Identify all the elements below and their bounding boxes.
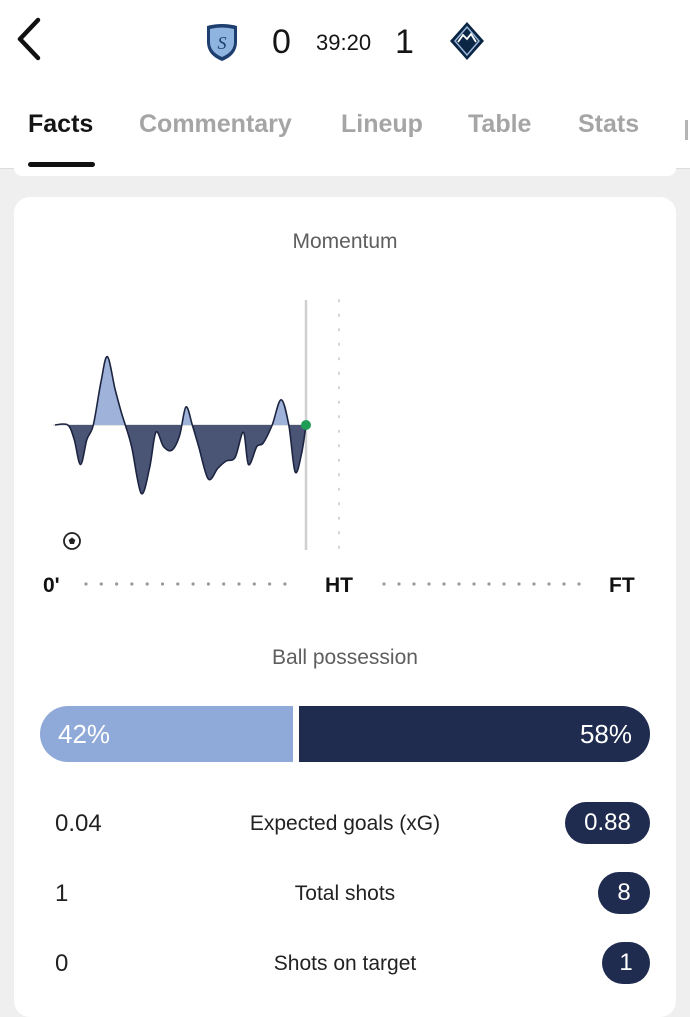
- home-team-crest-icon[interactable]: S: [203, 22, 241, 62]
- tab-table[interactable]: Table: [468, 110, 532, 138]
- svg-text:S: S: [218, 33, 227, 53]
- timeline-dot: [562, 582, 566, 586]
- timeline-dot: [442, 582, 446, 586]
- match-header: S 0 39:20 1 Facts Commentary Lineup Tabl…: [0, 0, 690, 169]
- timeline-dot: [427, 582, 431, 586]
- possession-bar: 42% 58%: [40, 706, 650, 762]
- stat-xg-label: Expected goals (xG): [249, 812, 441, 835]
- timeline-dot: [412, 582, 416, 586]
- possession-away-segment: 58%: [299, 706, 650, 762]
- stat-shots-on-target-away-badge: 1: [602, 942, 650, 984]
- stat-row-total-shots: 1 Total shots 8: [0, 872, 690, 916]
- timeline-dot: [532, 582, 536, 586]
- timeline-halftime-label: HT: [325, 574, 353, 597]
- momentum-chart: [53, 299, 340, 551]
- timeline-dot: [487, 582, 491, 586]
- tab-lineup[interactable]: Lineup: [341, 110, 423, 138]
- timeline-dot: [99, 582, 103, 586]
- timeline-dots: [84, 582, 581, 586]
- possession-away-value: 58%: [579, 719, 632, 749]
- timeline-dot: [577, 582, 581, 586]
- tab-stats[interactable]: Stats: [578, 110, 640, 138]
- match-clock: 39:20: [316, 30, 372, 55]
- away-team-crest-icon[interactable]: [448, 20, 486, 62]
- previous-card-edge: [14, 168, 676, 176]
- possession-home-segment: 42%: [40, 706, 293, 762]
- stat-xg-home-value: 0.04: [55, 810, 102, 837]
- stat-shots-on-target-home-value: 0: [55, 950, 69, 977]
- possession-title: Ball possession: [272, 646, 418, 669]
- match-tabs: Facts Commentary Lineup Table Stats: [0, 100, 690, 168]
- momentum-home-area: [55, 356, 306, 425]
- possession-home-value: 42%: [58, 719, 111, 749]
- timeline-dot: [547, 582, 551, 586]
- away-score: 1: [395, 23, 414, 61]
- timeline-dot: [115, 582, 119, 586]
- stat-total-shots-home-value: 1: [55, 880, 69, 907]
- timeline-dot: [268, 582, 272, 586]
- timeline-fulltime-label: FT: [609, 574, 635, 597]
- timeline-dot: [397, 582, 401, 586]
- stat-total-shots-label: Total shots: [294, 882, 396, 905]
- timeline-dot: [382, 582, 386, 586]
- timeline-dot: [160, 582, 165, 586]
- timeline-dot: [502, 582, 506, 586]
- timeline-dot: [283, 582, 287, 586]
- timeline-dot: [252, 582, 256, 586]
- timeline-dot: [130, 582, 134, 586]
- timeline-dot: [206, 582, 210, 586]
- momentum-away-area: [55, 425, 306, 494]
- match-stats-card: [14, 197, 676, 1017]
- tab-facts[interactable]: Facts: [28, 110, 94, 138]
- timeline-dot: [237, 582, 241, 586]
- tab-commentary[interactable]: Commentary: [139, 110, 292, 138]
- timeline-dot: [457, 582, 461, 586]
- momentum-current-dot: [301, 420, 311, 430]
- timeline-dot: [176, 582, 180, 586]
- home-score: 0: [272, 23, 291, 61]
- active-tab-indicator: [28, 162, 95, 167]
- momentum-line: [54, 355, 307, 495]
- football-icon: [63, 532, 81, 550]
- timeline-start-label: 0': [43, 574, 60, 597]
- stat-row-shots-on-target: 0 Shots on target 1: [0, 942, 690, 986]
- timeline-dot: [517, 582, 521, 586]
- timeline-dot: [222, 582, 226, 586]
- timeline-dot: [472, 582, 476, 586]
- back-chevron-icon[interactable]: [12, 14, 52, 64]
- timeline-dot: [191, 582, 195, 586]
- stat-shots-on-target-label: Shots on target: [273, 952, 417, 975]
- stat-row-xg: 0.04 Expected goals (xG) 0.88: [0, 802, 690, 846]
- tab-overflow-indicator: [685, 120, 688, 140]
- timeline-dot: [145, 582, 149, 586]
- stat-xg-away-badge: 0.88: [565, 802, 650, 844]
- stat-total-shots-away-badge: 8: [598, 872, 650, 914]
- momentum-title: Momentum: [292, 230, 398, 253]
- timeline-dot: [84, 582, 88, 586]
